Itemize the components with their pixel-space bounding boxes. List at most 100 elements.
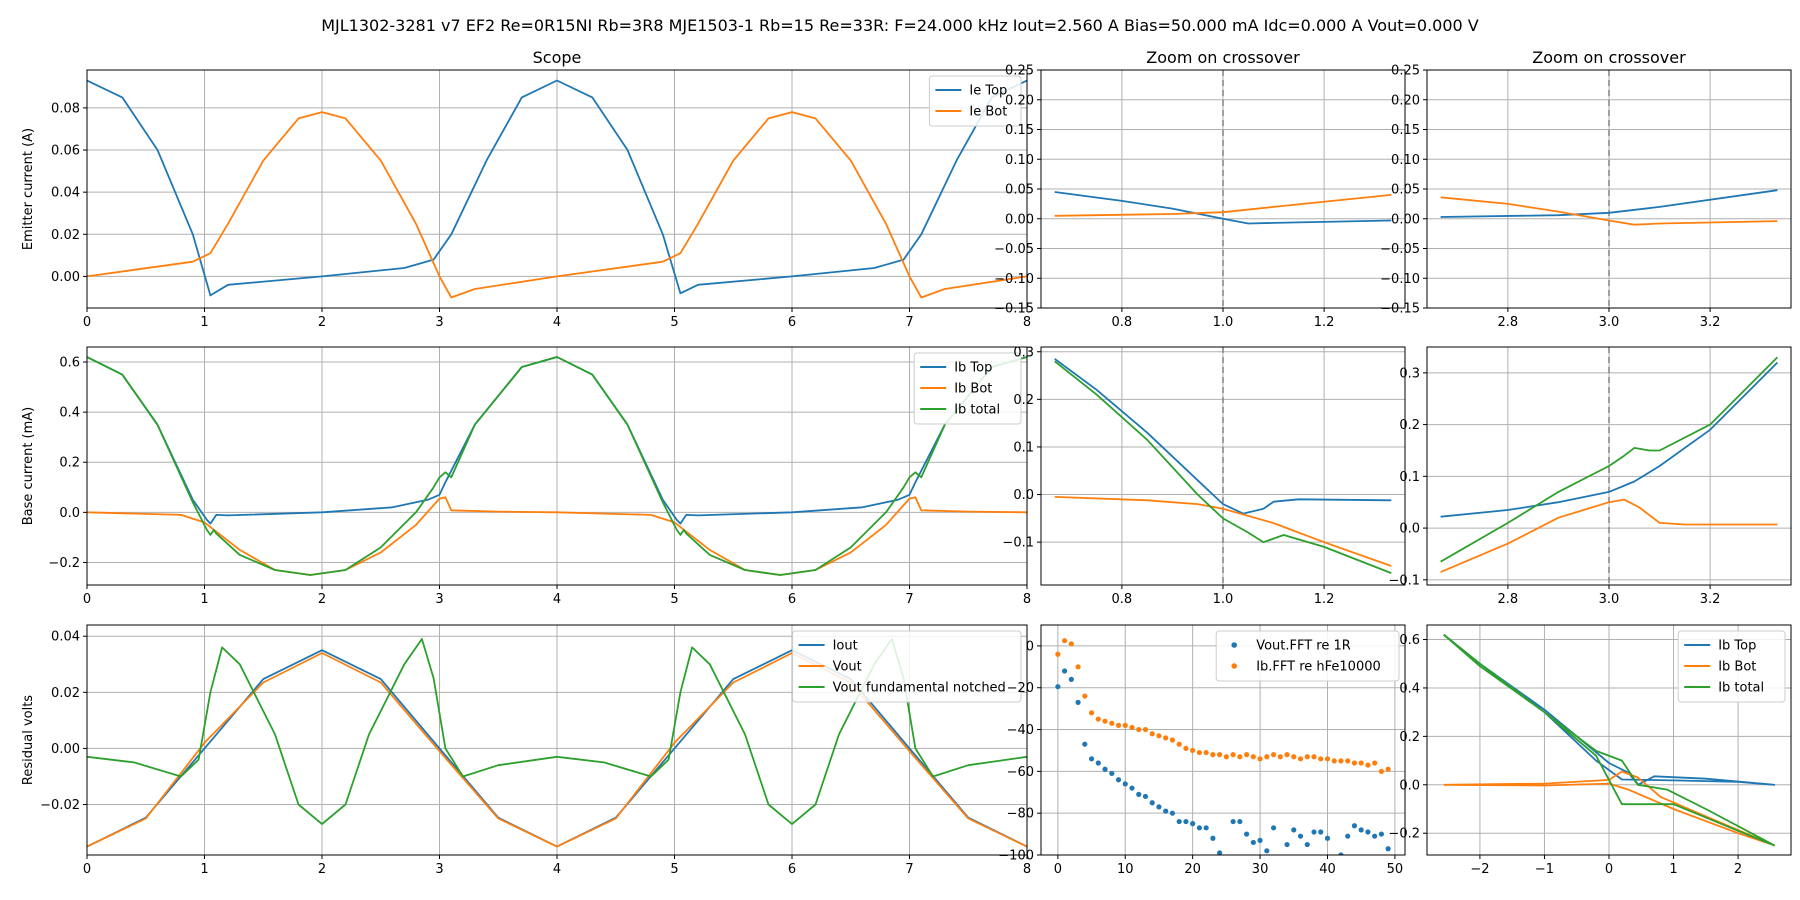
legend-label: Ib total [1718,681,1764,696]
data-point [1102,766,1108,772]
x-tick-label: 50 [1387,862,1404,877]
x-tick-label: 1.0 [1213,315,1234,330]
series-line [1440,189,1778,218]
legend: Ie Top Ie Bot [928,75,1022,127]
data-point [1169,810,1176,816]
x-tick-label: 6 [788,862,796,877]
y-tick-label: −0.15 [1380,302,1420,317]
data-point [1163,808,1169,814]
grid-emitter-scope [86,70,1028,308]
y-tick-label: 0.0 [59,506,80,521]
axes-emitter-zoom-1: 0.8 1.0 1.2 −0.15 −0.10 −0.05 0.00 0.05 0.10 0.15… [994,48,1406,330]
x-tick-label: 10 [1117,862,1134,877]
y-tick-label: 0.2 [1013,393,1034,408]
x-tick-label: 0 [1605,862,1613,877]
y-tick-label: −0.2 [1388,827,1420,842]
series-line [87,111,1027,299]
data-point [1183,818,1189,825]
legend-label: Ie Top [969,84,1007,99]
data-point [1115,777,1122,783]
data-point [1115,722,1122,728]
data-base-vs-iout [1443,633,1776,847]
y-tick-label: −0.10 [994,272,1034,287]
x-tick-label: 3 [435,315,443,330]
y-tick-label: 0.02 [51,228,80,243]
data-point [1223,754,1229,760]
axes-title: Scope [533,48,582,67]
x-tick-label: 2 [318,592,326,607]
data-point [1102,718,1108,724]
x-tick-label: 1 [200,862,208,877]
data-point [1190,821,1196,827]
series-line [1054,358,1392,515]
x-tick-label: 1 [200,315,208,330]
data-point [1372,833,1378,839]
x-tick-label: 2 [1734,862,1742,877]
data-point [1237,818,1243,825]
legend: Vout.FFT re 1R Ib.FFT re hFe10000 [1215,630,1400,682]
data-point [1291,754,1297,760]
x-tick-label: 1.2 [1314,592,1335,607]
data-emitter-scope [87,79,1027,299]
legend-label: Iout [833,639,858,654]
y-tick-label: 0.0 [1399,522,1420,537]
data-point [1196,825,1203,831]
y-tick-label: 0.04 [51,630,80,645]
data-point [1149,800,1155,806]
y-tick-label: 0.04 [51,186,80,201]
y-tick-label: −0.05 [1380,242,1420,257]
data-point [1136,791,1142,797]
data-point [1297,756,1304,762]
data-point [1331,758,1337,764]
data-point [1230,752,1236,758]
legend: Ib Top Ib Bot Ib total [1677,630,1786,703]
y-tick-label: 0.05 [1391,183,1420,198]
data-point [1203,825,1209,831]
x-tick-label: 5 [670,315,678,330]
data-point [1055,684,1061,690]
y-axis-label: Emitter current (A) [21,128,36,250]
y-tick-label: 0.00 [1391,212,1420,227]
y-tick-label: −20 [1007,681,1034,696]
x-tick-label: 1 [1669,862,1677,877]
x-tick-label: 1.2 [1314,315,1335,330]
x-tick-label: 2 [318,315,326,330]
x-tick-label: 2.8 [1498,592,1519,607]
data-point [1156,804,1162,810]
legend-label: Ib Top [954,361,992,376]
data-point [1061,668,1068,674]
data-point [1324,835,1331,841]
axes-title: Zoom on crossover [1146,48,1300,67]
series-points [1055,638,1391,774]
data-point [1075,699,1081,705]
data-point [1378,768,1385,774]
data-point [1068,641,1074,647]
series-line [1054,360,1392,574]
x-tick-label: −2 [1470,862,1489,877]
data-point [1378,831,1385,837]
data-point [1318,829,1324,835]
x-tick-label: 6 [788,592,796,607]
y-tick-label: 0.00 [51,270,80,285]
legend-label: Ie Bot [969,105,1007,120]
data-point [1088,756,1095,762]
data-point [1250,839,1256,846]
y-tick-label: −0.1 [1002,536,1034,551]
data-point [1365,829,1371,835]
legend-marker [1231,642,1237,648]
x-tick-label: 7 [905,862,913,877]
y-tick-label: 0.00 [51,742,80,757]
y-tick-label: −0.2 [48,556,80,571]
series-line [87,356,1027,576]
data-point [1264,848,1270,854]
x-tick-label: 40 [1319,862,1336,877]
data-point [1203,749,1209,756]
y-tick-label: 0.10 [1391,153,1420,168]
data-point [1284,752,1290,758]
axes-layer: 0 1 2 3 4 5 6 7 80.000.020.040.060.08ScopeEmitte… [21,48,1792,877]
y-tick-label: 0.2 [1399,730,1420,745]
data-point [1324,756,1331,762]
data-point [1075,664,1081,670]
x-tick-label: 30 [1252,862,1269,877]
